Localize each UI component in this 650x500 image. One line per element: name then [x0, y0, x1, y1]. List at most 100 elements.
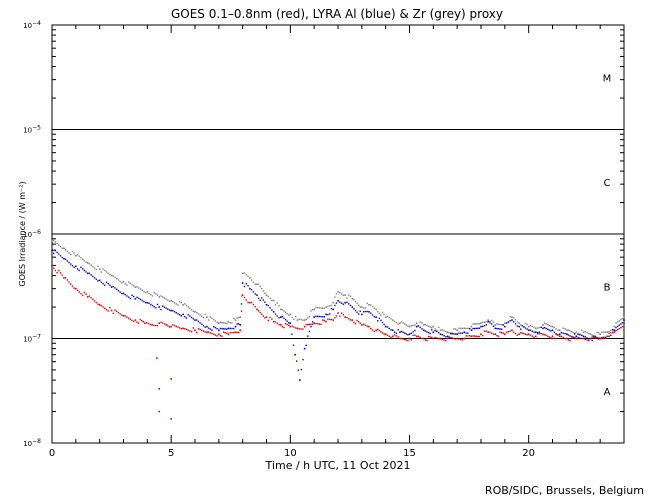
data-point	[540, 326, 542, 329]
data-point	[362, 307, 365, 309]
data-point	[88, 295, 91, 297]
data-point	[608, 335, 610, 337]
data-point	[591, 336, 593, 338]
data-point	[593, 336, 595, 339]
data-point	[505, 322, 508, 324]
data-point	[402, 322, 404, 324]
flare-class-label: B	[604, 282, 611, 293]
data-point	[588, 339, 590, 342]
data-point	[138, 297, 140, 300]
data-point	[222, 328, 225, 330]
y-tick-label: 10−7	[23, 334, 41, 344]
data-point	[332, 308, 335, 311]
data-point	[586, 337, 588, 339]
data-point	[305, 323, 307, 326]
data-point	[325, 313, 327, 316]
data-point	[375, 308, 377, 311]
data-point	[288, 314, 290, 316]
data-point	[593, 335, 595, 338]
data-point	[356, 319, 358, 322]
data-point	[168, 326, 171, 328]
data-point	[229, 327, 231, 330]
data-point	[531, 325, 533, 328]
data-point	[51, 240, 53, 242]
data-point	[115, 288, 118, 291]
data-point	[564, 337, 566, 340]
data-point	[209, 332, 212, 334]
data-point	[348, 303, 350, 305]
data-point	[234, 331, 237, 333]
data-point	[126, 284, 128, 286]
data-point	[316, 323, 319, 325]
data-point	[307, 335, 309, 337]
data-point	[310, 310, 312, 312]
data-point	[494, 324, 497, 326]
data-point	[136, 321, 138, 323]
data-point	[274, 321, 277, 323]
data-point	[621, 318, 624, 320]
data-point	[245, 283, 247, 285]
data-point	[500, 324, 503, 326]
data-point	[110, 286, 113, 288]
data-point	[58, 244, 60, 246]
data-point	[445, 336, 447, 338]
data-point	[499, 331, 501, 333]
data-point	[349, 319, 352, 321]
data-point	[161, 296, 164, 298]
data-point	[388, 327, 390, 330]
data-point	[213, 318, 215, 321]
data-point	[478, 327, 481, 329]
data-point	[163, 323, 166, 325]
data-point	[288, 324, 290, 327]
data-point	[199, 314, 201, 316]
data-point	[93, 267, 96, 269]
data-point	[397, 336, 399, 338]
data-point	[102, 283, 104, 285]
data-point	[122, 280, 125, 283]
data-point	[66, 250, 69, 253]
data-point	[414, 329, 416, 332]
data-point	[414, 334, 416, 337]
data-point	[337, 299, 339, 302]
data-point	[362, 311, 365, 313]
data-point	[172, 324, 174, 326]
data-point	[237, 316, 240, 319]
data-point	[271, 309, 273, 311]
data-point	[351, 297, 354, 300]
data-point	[54, 241, 57, 243]
data-point	[340, 312, 343, 314]
data-point	[456, 329, 458, 332]
data-point	[601, 331, 603, 333]
data-point	[323, 316, 326, 318]
data-point	[64, 249, 67, 251]
data-point	[141, 299, 143, 302]
data-point	[550, 330, 552, 332]
data-point	[202, 325, 205, 327]
data-point	[172, 301, 174, 303]
data-point	[361, 306, 363, 308]
x-axis-label: Time / h UTC, 11 Oct 2021	[265, 459, 411, 472]
data-point	[402, 338, 404, 340]
data-point	[316, 307, 319, 309]
data-point	[283, 326, 285, 329]
data-point	[155, 307, 157, 309]
data-point	[596, 337, 598, 340]
data-point	[620, 323, 622, 325]
data-point	[346, 301, 348, 303]
data-point	[269, 316, 271, 319]
data-point	[163, 297, 166, 299]
data-point	[214, 326, 217, 329]
data-point	[231, 331, 233, 334]
data-point	[492, 321, 495, 323]
data-point	[421, 328, 423, 330]
data-point	[291, 316, 293, 319]
data-point	[71, 264, 74, 267]
data-point	[104, 269, 106, 272]
data-point	[184, 316, 186, 318]
data-point	[221, 321, 223, 324]
data-point	[582, 331, 585, 333]
data-point	[194, 311, 196, 313]
data-point	[175, 303, 177, 305]
data-point	[461, 332, 464, 334]
